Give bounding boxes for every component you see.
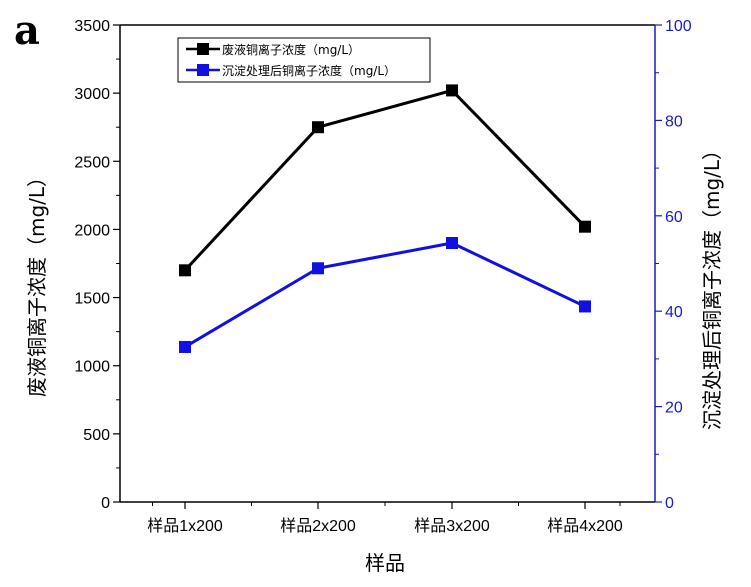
right-tick-label: 20 [665,400,683,417]
legend-box [177,37,431,83]
right-tick-label: 80 [665,113,683,130]
series-2-point [446,236,458,249]
left-tick-label: 500 [83,427,110,444]
x-axis: 样品1x200 样品2x200 样品3x200 样品4x200 [147,502,623,535]
left-axis: 0 500 1000 1500 2000 2500 3000 3500 [74,18,120,512]
left-tick-label: 1500 [74,291,110,308]
left-tick-label: 0 [101,495,110,512]
left-tick-label: 2500 [74,154,110,171]
x-tick-label: 样品1x200 [147,517,223,535]
series-line-1 [183,88,587,272]
legend: 废液铜离子浓度（mg/L） 沉淀处理后铜离子浓度（mg/L） [177,37,431,83]
series-1-point [179,264,191,277]
series-2-point [312,262,324,275]
legend-label-2: 沉淀处理后铜离子浓度（mg/L） [222,63,396,78]
x-tick-label: 样品2x200 [280,517,356,535]
left-tick-label: 3500 [74,18,110,35]
series-1-point [446,84,458,97]
left-tick-label: 1000 [74,359,110,376]
series-2-point [179,340,191,353]
right-tick-label: 40 [665,304,683,321]
y-axis-title-right: 沉淀处理后铜离子浓度（mg/L） [700,140,724,430]
left-tick-label: 2000 [74,222,110,239]
right-tick-label: 0 [665,495,674,512]
plot-frame [119,24,656,503]
x-tick-label: 样品4x200 [547,517,623,535]
y-axis-title-left: 废液铜离子浓度（mg/L） [25,167,49,397]
left-tick-label: 3000 [74,86,110,103]
right-tick-label: 100 [665,18,692,35]
panel-label: a [14,7,40,54]
legend-marker-2 [197,64,209,76]
legend-label-1: 废液铜离子浓度（mg/L） [222,42,360,57]
right-tick-label: 60 [665,209,683,226]
series-1-point [579,220,591,233]
x-tick-label: 样品3x200 [414,517,490,535]
series-2-point [579,300,591,313]
legend-marker-1 [197,43,209,55]
series-line-2 [184,241,586,349]
x-axis-title: 样品 [365,551,405,575]
right-axis: 0 20 40 60 80 100 [655,18,692,512]
series-1-point [312,121,324,134]
series-layer [179,84,591,353]
